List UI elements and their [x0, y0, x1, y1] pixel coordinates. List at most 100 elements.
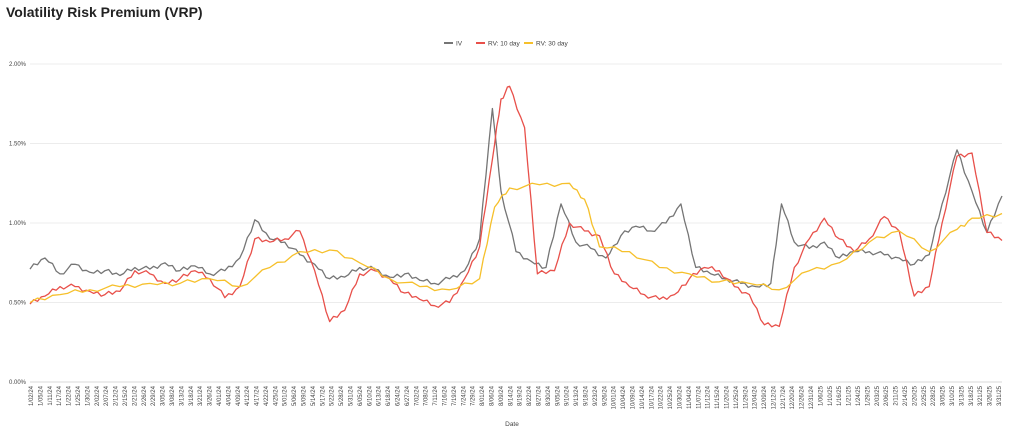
x-tick-label: 3/05/24 — [161, 385, 167, 406]
x-tick-label: 11/12/24 — [706, 385, 712, 409]
x-tick-label: 9/05/24 — [555, 385, 561, 406]
y-tick-label: 1.00% — [9, 221, 27, 227]
x-tick-label: 11/04/24 — [687, 385, 693, 409]
x-tick-label: 2/14/25 — [903, 385, 909, 406]
x-tick-label: 2/06/25 — [884, 385, 890, 406]
x-tick-label: 4/12/24 — [245, 385, 251, 406]
grid-lines — [30, 63, 1002, 383]
x-tick-label: 9/13/24 — [574, 385, 580, 406]
series-line-rv-10-day — [29, 85, 1003, 328]
x-tick-label: 3/18/25 — [969, 385, 975, 406]
x-tick-label: 3/10/25 — [950, 385, 956, 406]
x-tick-label: 1/06/25 — [818, 385, 824, 406]
x-tick-label: 2/15/24 — [123, 385, 129, 406]
x-tick-label: 5/09/24 — [302, 385, 308, 406]
x-tick-label: 7/08/24 — [424, 385, 430, 406]
x-tick-label: 8/30/24 — [546, 385, 552, 406]
y-tick-label: 1.50% — [9, 142, 27, 148]
x-tick-label: 1/02/24 — [29, 385, 35, 406]
x-tick-label: 1/10/25 — [828, 385, 834, 406]
x-tick-label: 5/17/24 — [320, 385, 326, 406]
x-tick-label: 6/18/24 — [386, 385, 392, 406]
series-line-iv — [29, 107, 1003, 289]
x-tick-label: 8/19/24 — [518, 385, 524, 406]
series-lines — [29, 85, 1003, 328]
x-tick-label: 12/26/24 — [800, 385, 806, 409]
x-tick-label: 3/31/25 — [997, 385, 1003, 406]
x-tick-label: 2/25/25 — [922, 385, 928, 406]
x-tick-label: 12/31/24 — [809, 385, 815, 409]
x-tick-label: 6/24/24 — [396, 385, 402, 406]
x-tick-label: 5/06/24 — [292, 385, 298, 406]
x-tick-label: 11/07/24 — [696, 385, 702, 409]
x-tick-label: 4/22/24 — [264, 385, 270, 406]
x-tick-label: 6/27/24 — [405, 385, 411, 406]
y-tick-label: 2.00% — [9, 62, 27, 68]
x-tick-label: 11/29/24 — [743, 385, 749, 409]
x-tick-label: 4/25/24 — [273, 385, 279, 406]
x-tick-label: 6/10/24 — [367, 385, 373, 406]
x-tick-label: 1/16/25 — [837, 385, 843, 406]
x-tick-label: 10/17/24 — [649, 385, 655, 409]
x-tick-label: 4/17/24 — [255, 385, 261, 406]
legend-label: IV — [456, 41, 463, 48]
x-tick-label: 12/09/24 — [762, 385, 768, 409]
x-tick-label: 9/10/24 — [565, 385, 571, 406]
x-tick-label: 9/26/24 — [602, 385, 608, 406]
x-tick-label: 8/27/24 — [536, 385, 542, 406]
x-tick-label: 4/09/24 — [236, 385, 242, 406]
x-tick-label: 1/11/24 — [48, 385, 54, 405]
legend: IV RV: 10 day RV: 30 day — [444, 41, 569, 48]
x-tick-label: 3/08/24 — [170, 385, 176, 406]
x-tick-label: 8/06/24 — [490, 385, 496, 406]
x-tick-label: 10/04/24 — [621, 385, 627, 409]
y-tick-label: 0.50% — [9, 301, 27, 307]
x-tick-label: 8/22/24 — [527, 385, 533, 406]
x-tick-label: 7/16/24 — [443, 385, 449, 406]
series-line-rv-30-day — [29, 182, 1003, 304]
x-tick-label: 10/09/24 — [630, 385, 636, 409]
chart-title: Volatility Risk Premium (VRP) — [6, 4, 203, 20]
x-tick-label: 3/13/25 — [959, 385, 965, 406]
x-tick-label: 9/23/24 — [593, 385, 599, 406]
x-tick-label: 7/24/24 — [461, 385, 467, 406]
x-tick-label: 2/20/25 — [912, 385, 918, 406]
x-tick-label: 2/11/25 — [894, 385, 900, 405]
x-tick-label: 1/05/24 — [38, 385, 44, 406]
x-tick-label: 7/29/24 — [471, 385, 477, 406]
x-tick-label: 7/02/24 — [414, 385, 420, 406]
x-tick-label: 10/30/24 — [677, 385, 683, 409]
x-tick-label: 2/29/24 — [151, 385, 157, 406]
x-tick-label: 1/24/25 — [856, 385, 862, 406]
legend-label: RV: 30 day — [536, 41, 569, 48]
x-tick-label: 5/14/24 — [311, 385, 317, 406]
x-tick-label: 2/07/24 — [104, 385, 110, 406]
x-tick-label: 3/13/24 — [179, 385, 185, 406]
x-tick-label: 5/22/24 — [330, 385, 336, 406]
x-tick-label: 1/17/24 — [57, 385, 63, 406]
x-tick-label: 2/03/25 — [875, 385, 881, 406]
x-tick-label: 6/05/24 — [358, 385, 364, 406]
x-tick-label: 2/02/24 — [95, 385, 101, 406]
x-tick-label: 1/30/24 — [85, 385, 91, 406]
x-tick-label: 3/21/25 — [978, 385, 984, 406]
x-tick-label: 8/01/24 — [480, 385, 486, 406]
x-tick-label: 3/18/24 — [189, 385, 195, 406]
x-tick-label: 7/19/24 — [452, 385, 458, 406]
x-tick-label: 5/28/24 — [339, 385, 345, 406]
x-tick-label: 1/21/25 — [847, 385, 853, 406]
x-tick-label: 4/01/24 — [217, 385, 223, 406]
x-tick-label: 3/05/25 — [941, 385, 947, 406]
legend-label: RV: 10 day — [488, 41, 521, 48]
x-tick-label: 10/22/24 — [659, 385, 665, 409]
x-tick-label: 5/01/24 — [283, 385, 289, 406]
x-tick-label: 1/25/24 — [76, 385, 82, 406]
x-tick-label: 2/21/24 — [132, 385, 138, 406]
x-tick-label: 12/20/24 — [790, 385, 796, 409]
x-tick-label: 12/12/24 — [771, 385, 777, 409]
x-tick-label: 3/26/24 — [208, 385, 214, 406]
x-tick-label: 3/21/24 — [198, 385, 204, 406]
y-axis-ticks: 0.00% 0.50% 1.00% 1.50% 2.00% — [9, 62, 27, 386]
x-tick-label: 12/04/24 — [753, 385, 759, 409]
